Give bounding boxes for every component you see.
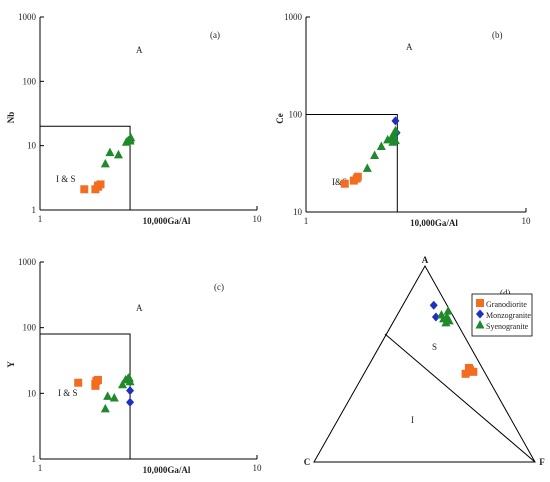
- panel-c-y-plot: 1 10 100 1000 1 10 10,000Ga/Al Y (c) A I & S: [6, 257, 262, 475]
- field-label-i-s: I&S: [332, 177, 347, 187]
- legend: Granodiorite Monzogranite Syenogranite: [471, 293, 533, 337]
- x-axis-label: 10,000Ga/Al: [143, 216, 191, 226]
- field-label-a: A: [406, 42, 413, 52]
- point-syenogranite: [103, 391, 113, 400]
- field-label-i: I: [411, 415, 414, 425]
- x-tick-label-1: 1: [38, 463, 43, 473]
- field-boundary: [40, 125, 131, 210]
- y-axis-label: Ce: [275, 113, 285, 124]
- field-boundary: [384, 333, 536, 463]
- point-syenogranite: [388, 137, 398, 146]
- point-syenogranite: [362, 163, 372, 172]
- x-tick-label-10: 10: [253, 214, 263, 224]
- legend-label-monzogranite: Monzogranite: [486, 311, 531, 320]
- point-granodiorite: [91, 381, 100, 390]
- field-label-i-s: I & S: [56, 174, 76, 184]
- x-axis-label: 10,000Ga/Al: [143, 465, 191, 475]
- point-syenogranite: [443, 306, 453, 315]
- point-monzogranite: [126, 386, 135, 396]
- y-tick-label-1: 1: [32, 454, 37, 464]
- vertex-label-f: F: [539, 457, 545, 467]
- y-tick-label-100: 100: [23, 323, 37, 333]
- point-granodiorite: [340, 179, 349, 188]
- point-syenogranite: [105, 147, 115, 157]
- point-monzogranite: [391, 116, 400, 126]
- point-syenogranite: [390, 125, 400, 135]
- point-syenogranite: [100, 158, 110, 168]
- point-syenogranite: [370, 150, 380, 159]
- field-label-a: A: [136, 45, 143, 55]
- field-label-a: A: [136, 303, 143, 313]
- field-label-s: S: [432, 342, 437, 352]
- point-syenogranite: [439, 313, 449, 323]
- point-granodiorite: [74, 378, 83, 387]
- y-tick-label-100: 100: [23, 76, 37, 86]
- point-syenogranite: [100, 403, 110, 413]
- panel-d-ternary-plot: A C F (d) S I Granodiorite Monzogranite Syenogra…: [304, 255, 546, 467]
- y-tick-label-1000: 1000: [284, 12, 303, 22]
- x-tick-label-10: 10: [522, 216, 532, 226]
- ternary-triangle: [313, 264, 536, 463]
- panel-label: (c): [214, 282, 224, 292]
- panel-label: (d): [500, 288, 511, 298]
- panel-label: (b): [492, 30, 503, 40]
- x-tick-label-1: 1: [38, 214, 43, 224]
- point-syenogranite: [383, 134, 393, 144]
- point-monzogranite: [429, 300, 438, 310]
- point-granodiorite: [353, 172, 362, 181]
- y-axis-label: Y: [6, 361, 16, 368]
- y-tick-label-1000: 1000: [18, 257, 37, 267]
- point-granodiorite: [464, 363, 473, 372]
- y-tick-label-10: 10: [27, 141, 37, 151]
- point-monzogranite: [431, 312, 440, 322]
- legend-label-syenogranite: Syenogranite: [486, 322, 529, 331]
- x-axis-label: 10,000Ga/Al: [410, 218, 458, 228]
- y-tick-label-1000: 1000: [18, 12, 37, 22]
- point-syenogranite: [125, 136, 135, 145]
- point-syenogranite: [109, 392, 119, 402]
- legend-marker-granodiorite: [476, 299, 484, 307]
- legend-label-granodiorite: Granodiorite: [486, 300, 527, 309]
- point-syenogranite: [118, 379, 128, 389]
- point-syenogranite: [113, 149, 123, 159]
- point-syenogranite: [376, 141, 386, 150]
- field-boundary: [40, 333, 131, 459]
- y-tick-label-10: 10: [27, 388, 37, 398]
- legend-marker-monzogranite: [476, 309, 484, 319]
- legend-marker-syenogranite: [475, 320, 485, 329]
- panel-label: (a): [210, 30, 220, 40]
- field-boundary: [306, 114, 398, 212]
- vertex-label-c: C: [304, 457, 311, 467]
- point-monzogranite: [126, 397, 135, 407]
- point-syenogranite: [124, 373, 134, 382]
- point-granodiorite: [80, 185, 89, 194]
- y-tick-label-10: 10: [293, 207, 303, 217]
- x-tick-label-1: 1: [304, 216, 309, 226]
- vertex-label-a: A: [422, 255, 429, 265]
- x-tick-label-10: 10: [253, 463, 263, 473]
- point-granodiorite: [461, 369, 470, 378]
- y-axis-label: Nb: [6, 112, 16, 124]
- y-tick-label-100: 100: [289, 110, 303, 120]
- point-granodiorite: [93, 181, 102, 190]
- panel-a-nb-plot: 1 10 100 1000 1 10 10,000Ga/Al Nb (a) A I & S: [6, 12, 262, 226]
- y-tick-label-1: 1: [32, 205, 37, 215]
- point-granodiorite: [93, 375, 102, 384]
- field-label-i-s: I & S: [58, 388, 78, 398]
